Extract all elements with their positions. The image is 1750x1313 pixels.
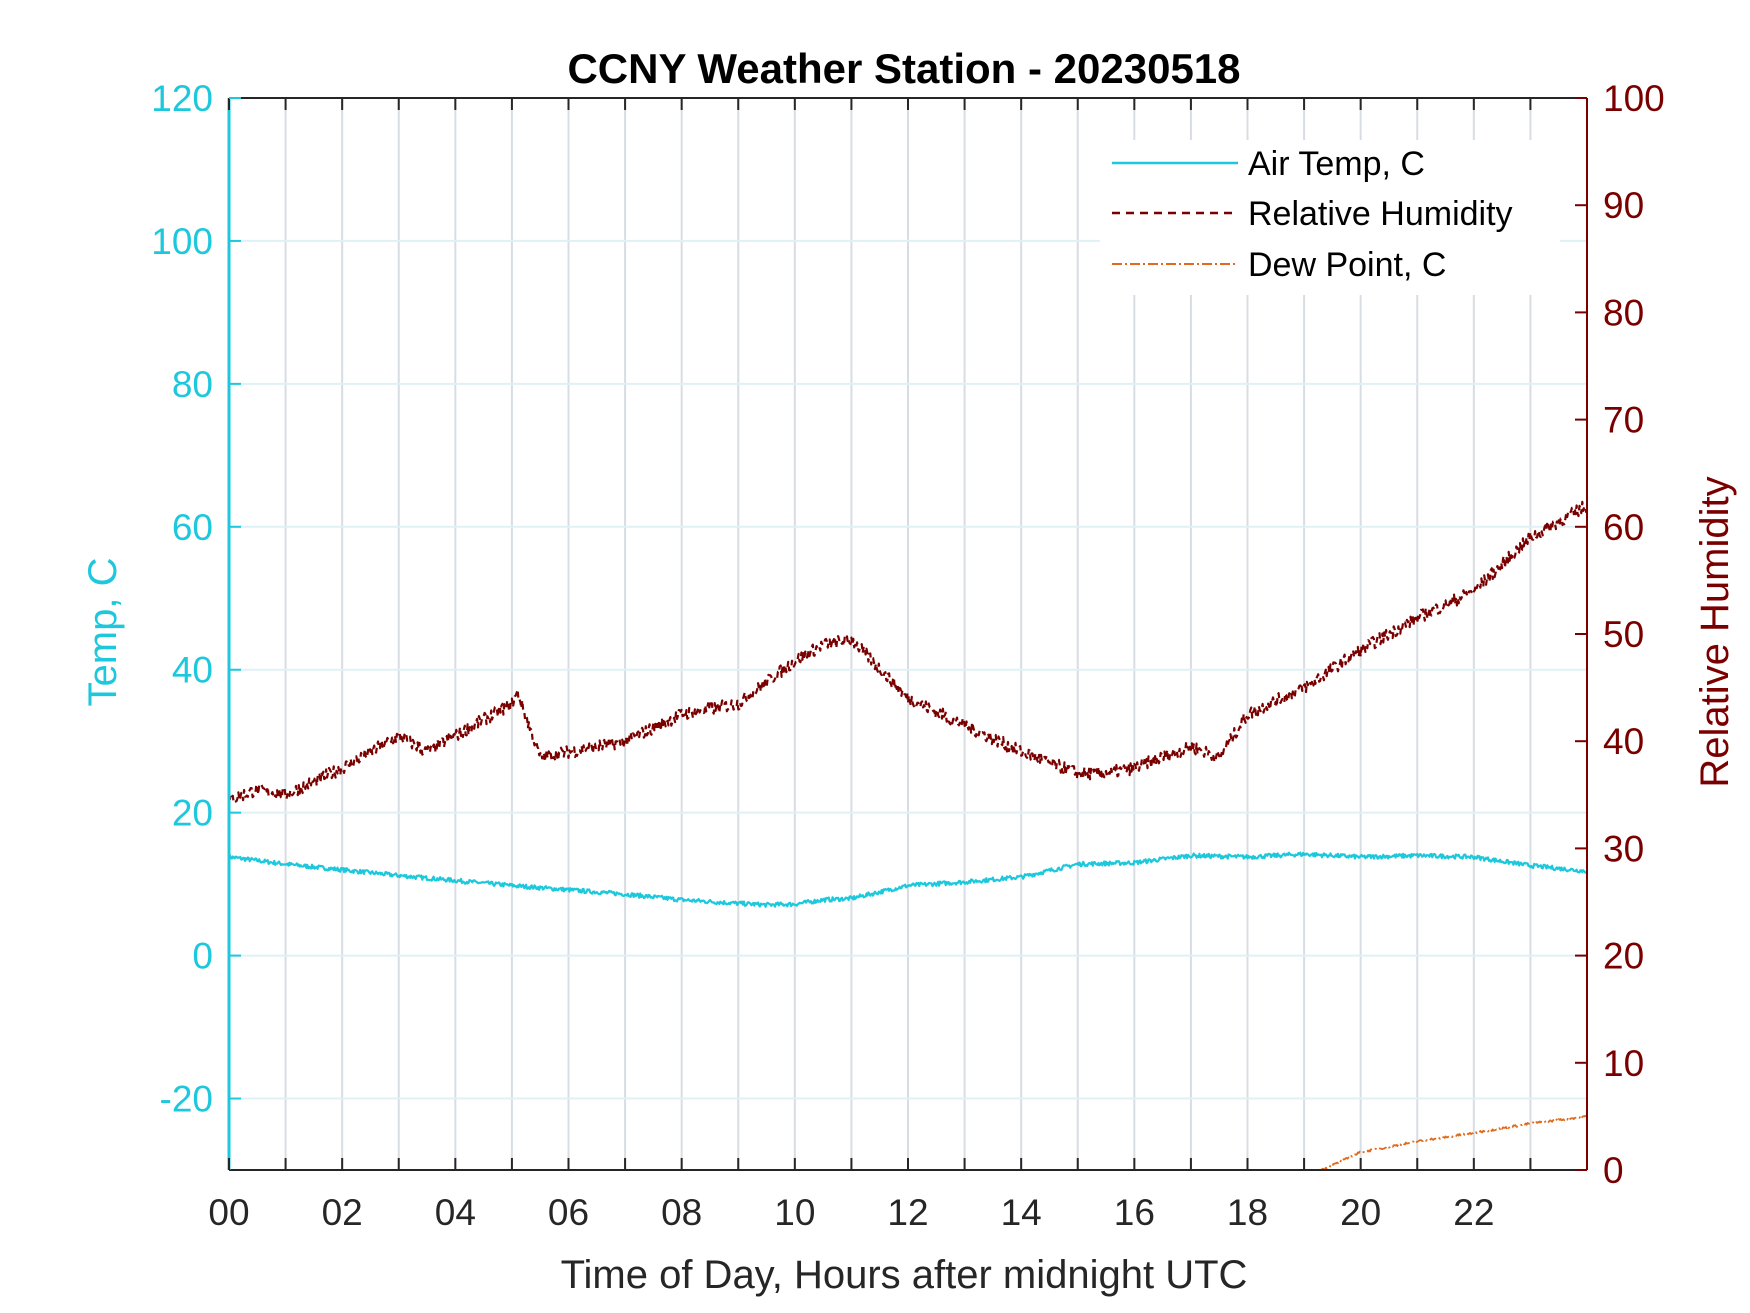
legend-label-relative-humidity: Relative Humidity [1248,195,1513,233]
y-left-tick-label: -20 [160,1079,213,1120]
x-tick-label: 02 [322,1192,363,1233]
x-tick-label: 22 [1453,1192,1494,1233]
y-left-tick-label: 20 [172,793,213,834]
y-axis-right-label: Relative Humidity [1693,476,1737,787]
y-right-tick-label: 70 [1603,400,1644,441]
y-right-tick-label: 0 [1603,1150,1624,1191]
y-left-tick-label: 100 [151,221,213,262]
y-right-tick-label: 10 [1603,1043,1644,1084]
y-right-tick-label: 80 [1603,292,1644,333]
axes [227,97,1588,1171]
legend-box [1100,140,1560,295]
tick-labels: 00 02 04 06 08 10 12 14 16 18 20 22-200204060801001… [151,78,1664,1233]
y-right-tick-label: 30 [1603,828,1644,869]
x-tick-label: 12 [887,1192,928,1233]
y-right-tick-label: 50 [1603,614,1644,655]
y-right-tick-label: 60 [1603,507,1644,548]
x-axis-label: Time of Day, Hours after midnight UTC [561,1253,1248,1297]
x-tick-label: 16 [1114,1192,1155,1233]
grid [229,98,1587,1170]
y-axis-left-label: Temp, C [81,558,125,707]
x-tick-label: 06 [548,1192,589,1233]
y-left-tick-label: 60 [172,507,213,548]
y-left-tick-label: 120 [151,78,213,119]
legend-label-air-temp: Air Temp, C [1248,145,1425,183]
y-right-tick-label: 20 [1603,936,1644,977]
series-layer [227,500,1588,1171]
x-tick-label: 04 [435,1192,476,1233]
y-left-tick-label: 40 [172,650,213,691]
x-tick-label: 18 [1227,1192,1268,1233]
y-right-tick-label: 100 [1603,78,1665,119]
y-left-tick-label: 80 [172,364,213,405]
x-tick-label: 08 [661,1192,702,1233]
y-left-tick-label: 0 [192,936,213,977]
x-tick-label: 10 [774,1192,815,1233]
series-line-air-temp [227,851,1588,908]
legend-label-dew-point: Dew Point, C [1248,246,1446,284]
y-right-tick-label: 40 [1603,721,1644,762]
x-tick-label: 00 [208,1192,249,1233]
x-tick-label: 14 [1001,1192,1042,1233]
legend: Air Temp, C Relative Humidity Dew Point,… [1100,140,1560,295]
chart-title: CCNY Weather Station - 20230518 [567,45,1240,92]
y-right-tick-label: 90 [1603,185,1644,226]
x-tick-label: 20 [1340,1192,1381,1233]
